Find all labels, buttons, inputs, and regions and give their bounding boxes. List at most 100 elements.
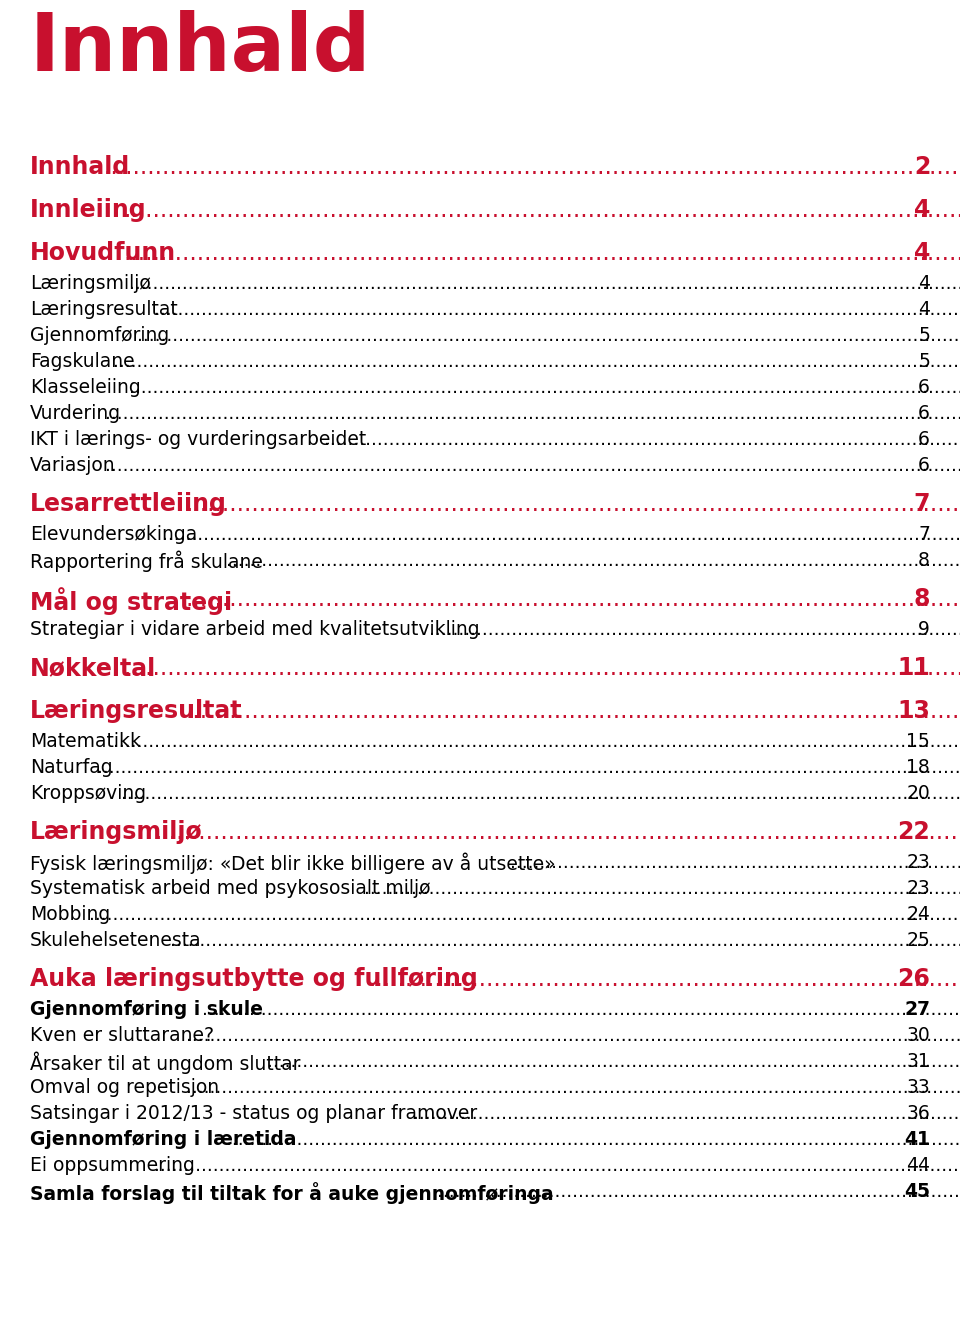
Text: Nøkkeltal: Nøkkeltal bbox=[30, 656, 156, 680]
Text: ................................................................................: ........................................… bbox=[161, 526, 960, 544]
Text: ................................................................................: ........................................… bbox=[154, 300, 960, 319]
Text: 13: 13 bbox=[898, 699, 930, 723]
Text: ................................................................................: ........................................… bbox=[121, 784, 960, 802]
Text: 5: 5 bbox=[918, 327, 930, 345]
Text: 4: 4 bbox=[918, 300, 930, 319]
Text: Variasjon: Variasjon bbox=[30, 456, 115, 474]
Text: 26: 26 bbox=[898, 966, 930, 991]
Text: 8: 8 bbox=[914, 587, 930, 612]
Text: ................................................................................: ........................................… bbox=[155, 820, 960, 844]
Text: ................................................................................: ........................................… bbox=[437, 1181, 960, 1202]
Text: ................................................................................: ........................................… bbox=[364, 879, 960, 898]
Text: ................................................................................: ........................................… bbox=[105, 456, 960, 474]
Text: Strategiar i vidare arbeid med kvalitetsutvikling: Strategiar i vidare arbeid med kvalitets… bbox=[30, 620, 480, 638]
Text: Læringsmiljø: Læringsmiljø bbox=[30, 274, 151, 293]
Text: ................................................................................: ........................................… bbox=[130, 378, 960, 396]
Text: ................................................................................: ........................................… bbox=[124, 198, 960, 222]
Text: Gjennomføring i skule: Gjennomføring i skule bbox=[30, 1000, 263, 1019]
Text: Årsaker til at ungdom sluttar: Årsaker til at ungdom sluttar bbox=[30, 1052, 300, 1074]
Text: 22: 22 bbox=[898, 820, 930, 844]
Text: ................................................................................: ........................................… bbox=[369, 966, 960, 991]
Text: Rapportering frå skulane: Rapportering frå skulane bbox=[30, 551, 263, 573]
Text: 23: 23 bbox=[906, 853, 930, 872]
Text: Auka læringsutbytte og fullføring: Auka læringsutbytte og fullføring bbox=[30, 966, 478, 991]
Text: 36: 36 bbox=[906, 1103, 930, 1124]
Text: 6: 6 bbox=[918, 430, 930, 449]
Text: ................................................................................: ........................................… bbox=[267, 1052, 960, 1071]
Text: IKT i lærings- og vurderingsarbeidet: IKT i lærings- og vurderingsarbeidet bbox=[30, 430, 367, 449]
Text: Klasseleiing: Klasseleiing bbox=[30, 378, 141, 396]
Text: 7: 7 bbox=[918, 526, 930, 544]
Text: Fagskulane: Fagskulane bbox=[30, 352, 134, 371]
Text: ................................................................................: ........................................… bbox=[429, 620, 960, 638]
Text: ................................................................................: ........................................… bbox=[113, 732, 960, 751]
Text: ................................................................................: ........................................… bbox=[185, 699, 960, 723]
Text: Kroppsøving: Kroppsøving bbox=[30, 784, 146, 802]
Text: Læringsmiljø: Læringsmiljø bbox=[30, 820, 203, 844]
Text: 44: 44 bbox=[906, 1156, 930, 1175]
Text: 6: 6 bbox=[918, 405, 930, 423]
Text: ................................................................................: ........................................… bbox=[185, 492, 960, 516]
Text: ................................................................................: ........................................… bbox=[137, 327, 960, 345]
Text: 7: 7 bbox=[914, 492, 930, 516]
Text: ................................................................................: ........................................… bbox=[186, 1078, 960, 1097]
Text: ................................................................................: ........................................… bbox=[130, 274, 960, 293]
Text: Mål og strategi: Mål og strategi bbox=[30, 587, 232, 614]
Text: Satsingar i 2012/13 - status og planar framover: Satsingar i 2012/13 - status og planar f… bbox=[30, 1103, 477, 1124]
Text: Innhald: Innhald bbox=[30, 9, 372, 87]
Text: 41: 41 bbox=[904, 1130, 930, 1149]
Text: .............................................................................: ........................................… bbox=[510, 853, 960, 872]
Text: Systematisk arbeid med psykososialt miljø: Systematisk arbeid med psykososialt milj… bbox=[30, 879, 430, 898]
Text: Matematikk: Matematikk bbox=[30, 732, 141, 751]
Text: ................................................................................: ........................................… bbox=[124, 241, 960, 265]
Text: ................................................................................: ........................................… bbox=[413, 1103, 960, 1124]
Text: 4: 4 bbox=[918, 274, 930, 293]
Text: ................................................................................: ........................................… bbox=[186, 1025, 960, 1046]
Text: 6: 6 bbox=[918, 378, 930, 396]
Text: 20: 20 bbox=[906, 784, 930, 802]
Text: Innhald: Innhald bbox=[30, 155, 131, 179]
Text: 15: 15 bbox=[906, 732, 930, 751]
Text: Innleiing: Innleiing bbox=[30, 198, 147, 222]
Text: 2: 2 bbox=[914, 155, 930, 179]
Text: 25: 25 bbox=[906, 931, 930, 950]
Text: Læringsresultat: Læringsresultat bbox=[30, 300, 178, 319]
Text: ................................................................................: ........................................… bbox=[227, 1130, 960, 1149]
Text: Naturfag: Naturfag bbox=[30, 758, 112, 777]
Text: Vurdering: Vurdering bbox=[30, 405, 121, 423]
Text: Gjennomføring i læretida: Gjennomføring i læretida bbox=[30, 1130, 297, 1149]
Text: 27: 27 bbox=[904, 1000, 930, 1019]
Text: 18: 18 bbox=[906, 758, 930, 777]
Text: Læringsresultat: Læringsresultat bbox=[30, 699, 243, 723]
Text: Lesarrettleiing: Lesarrettleiing bbox=[30, 492, 227, 516]
Text: ................................................................................: ........................................… bbox=[185, 587, 960, 612]
Text: Mobbing: Mobbing bbox=[30, 905, 110, 925]
Text: 8: 8 bbox=[918, 551, 930, 570]
Text: 45: 45 bbox=[904, 1181, 930, 1202]
Text: Ei oppsummering: Ei oppsummering bbox=[30, 1156, 195, 1175]
Text: Kven er sluttarane?: Kven er sluttarane? bbox=[30, 1025, 214, 1046]
Text: ................................................................................: ........................................… bbox=[324, 430, 960, 449]
Text: ................................................................................: ........................................… bbox=[88, 905, 960, 925]
Text: 6: 6 bbox=[918, 456, 930, 474]
Text: 9: 9 bbox=[918, 620, 930, 638]
Text: ................................................................................: ........................................… bbox=[170, 931, 960, 950]
Text: 30: 30 bbox=[906, 1025, 930, 1046]
Text: ................................................................................: ........................................… bbox=[154, 1156, 960, 1175]
Text: ................................................................................: ........................................… bbox=[105, 405, 960, 423]
Text: 33: 33 bbox=[906, 1078, 930, 1097]
Text: ................................................................................: ........................................… bbox=[203, 1000, 960, 1019]
Text: Elevundersøkinga: Elevundersøkinga bbox=[30, 526, 197, 544]
Text: 11: 11 bbox=[898, 656, 930, 680]
Text: ................................................................................: ........................................… bbox=[227, 551, 960, 570]
Text: 31: 31 bbox=[906, 1052, 930, 1071]
Text: Hovudfunn: Hovudfunn bbox=[30, 241, 176, 265]
Text: Omval og repetisjon: Omval og repetisjon bbox=[30, 1078, 219, 1097]
Text: Fysisk læringsmiljø: «Det blir ikke billigere av å utsette»: Fysisk læringsmiljø: «Det blir ikke bill… bbox=[30, 853, 556, 875]
Text: ................................................................................: ........................................… bbox=[104, 155, 960, 179]
Text: 4: 4 bbox=[914, 241, 930, 265]
Text: ................................................................................: ........................................… bbox=[97, 758, 960, 777]
Text: 24: 24 bbox=[906, 905, 930, 925]
Text: Samla forslag til tiltak for å auke gjennomføringa: Samla forslag til tiltak for å auke gjen… bbox=[30, 1181, 554, 1204]
Text: 23: 23 bbox=[906, 879, 930, 898]
